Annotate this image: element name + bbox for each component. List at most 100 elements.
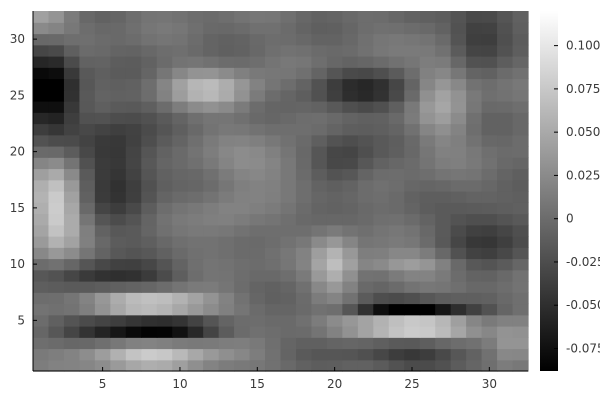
heatmap-cell bbox=[388, 326, 405, 338]
heatmap-cell bbox=[435, 303, 452, 316]
heatmap-cell bbox=[497, 101, 514, 113]
heatmap-cell bbox=[404, 56, 421, 68]
heatmap-cell bbox=[156, 44, 173, 57]
heatmap-cell bbox=[172, 326, 189, 338]
heatmap-cell bbox=[48, 337, 65, 350]
heatmap-cell bbox=[203, 269, 220, 282]
heatmap-cell bbox=[481, 179, 498, 192]
heatmap-cell bbox=[373, 112, 390, 125]
heatmap-cell bbox=[357, 359, 374, 372]
heatmap-cell bbox=[326, 281, 343, 293]
colorbar-tick-label: 0.100 bbox=[566, 39, 600, 53]
heatmap-cell bbox=[218, 112, 235, 125]
heatmap-cell bbox=[497, 44, 514, 57]
heatmap-cell bbox=[497, 247, 514, 260]
heatmap-cell bbox=[218, 101, 235, 113]
heatmap-cell bbox=[218, 78, 235, 91]
heatmap-cell bbox=[481, 337, 498, 350]
heatmap-cell bbox=[311, 348, 328, 361]
heatmap-cell bbox=[342, 258, 359, 271]
heatmap-cell bbox=[311, 78, 328, 91]
heatmap-cell bbox=[141, 11, 158, 23]
heatmap-cell bbox=[94, 179, 111, 192]
heatmap-cell bbox=[156, 33, 173, 46]
heatmap-cell bbox=[187, 247, 204, 260]
heatmap-cell bbox=[187, 112, 204, 125]
heatmap-cell bbox=[141, 179, 158, 192]
heatmap-cell bbox=[497, 303, 514, 316]
heatmap-cell bbox=[234, 123, 251, 136]
heatmap-cell bbox=[450, 78, 467, 91]
heatmap-cell bbox=[218, 157, 235, 170]
heatmap-cell bbox=[33, 56, 50, 68]
heatmap-cell bbox=[218, 303, 235, 316]
heatmap-cell bbox=[280, 258, 297, 271]
heatmap-cell bbox=[466, 146, 483, 158]
heatmap-cell bbox=[218, 146, 235, 158]
heatmap-cell bbox=[187, 258, 204, 271]
heatmap-cell bbox=[497, 224, 514, 237]
heatmap-cell bbox=[497, 146, 514, 158]
heatmap-cell bbox=[156, 303, 173, 316]
heatmap-cell bbox=[419, 134, 436, 147]
heatmap-cell bbox=[388, 281, 405, 293]
heatmap-cell bbox=[63, 89, 81, 102]
heatmap-cell bbox=[125, 146, 142, 158]
heatmap-cell bbox=[203, 101, 220, 113]
heatmap-cell bbox=[141, 33, 158, 46]
heatmap-cell bbox=[218, 202, 235, 215]
heatmap-cell bbox=[326, 89, 343, 102]
heatmap-cell bbox=[79, 101, 96, 113]
heatmap-cell bbox=[48, 78, 65, 91]
heatmap-cell bbox=[125, 33, 142, 46]
heatmap-cell bbox=[512, 112, 529, 125]
heatmap-cell bbox=[203, 89, 220, 102]
heatmap-cell bbox=[388, 112, 405, 125]
heatmap-cell bbox=[234, 348, 251, 361]
heatmap-cell bbox=[311, 202, 328, 215]
heatmap-cell bbox=[450, 22, 467, 35]
heatmap-cell bbox=[94, 134, 111, 147]
heatmap-cell bbox=[311, 213, 328, 226]
heatmap-cell bbox=[466, 213, 483, 226]
heatmap-cell bbox=[311, 112, 328, 125]
heatmap-cell bbox=[481, 359, 498, 372]
colorbar-tick-label: 0 bbox=[566, 212, 574, 226]
heatmap-cells bbox=[33, 11, 529, 372]
heatmap-cell bbox=[249, 247, 266, 260]
heatmap-cell bbox=[388, 168, 405, 181]
heatmap-cell bbox=[373, 236, 390, 248]
heatmap-cell bbox=[79, 11, 96, 23]
heatmap-cell bbox=[125, 269, 142, 282]
heatmap-cell bbox=[497, 269, 514, 282]
heatmap-cell bbox=[156, 191, 173, 203]
heatmap-cell bbox=[125, 101, 142, 113]
heatmap-cell bbox=[156, 123, 173, 136]
heatmap-cell bbox=[265, 337, 282, 350]
heatmap-cell bbox=[435, 89, 452, 102]
heatmap-cell bbox=[110, 179, 127, 192]
heatmap-cell bbox=[33, 179, 50, 192]
heatmap-cell bbox=[172, 236, 189, 248]
heatmap-cell bbox=[466, 247, 483, 260]
heatmap-cell bbox=[249, 359, 266, 372]
heatmap-cell bbox=[357, 303, 374, 316]
heatmap-cell bbox=[249, 314, 266, 327]
heatmap-cell bbox=[48, 269, 65, 282]
heatmap-cell bbox=[326, 112, 343, 125]
heatmap-cell bbox=[63, 281, 81, 293]
heatmap-cell bbox=[295, 123, 313, 136]
heatmap-cell bbox=[48, 67, 65, 80]
heatmap-cell bbox=[342, 326, 359, 338]
heatmap-cell bbox=[234, 258, 251, 271]
heatmap-cell bbox=[172, 281, 189, 293]
heatmap-cell bbox=[94, 224, 111, 237]
heatmap-cell bbox=[481, 67, 498, 80]
heatmap-cell bbox=[280, 236, 297, 248]
heatmap-cell bbox=[388, 146, 405, 158]
heatmap-cell bbox=[249, 168, 266, 181]
heatmap-cell bbox=[435, 359, 452, 372]
heatmap-cell bbox=[125, 78, 142, 91]
heatmap-cell bbox=[234, 213, 251, 226]
heatmap-cell bbox=[156, 78, 173, 91]
